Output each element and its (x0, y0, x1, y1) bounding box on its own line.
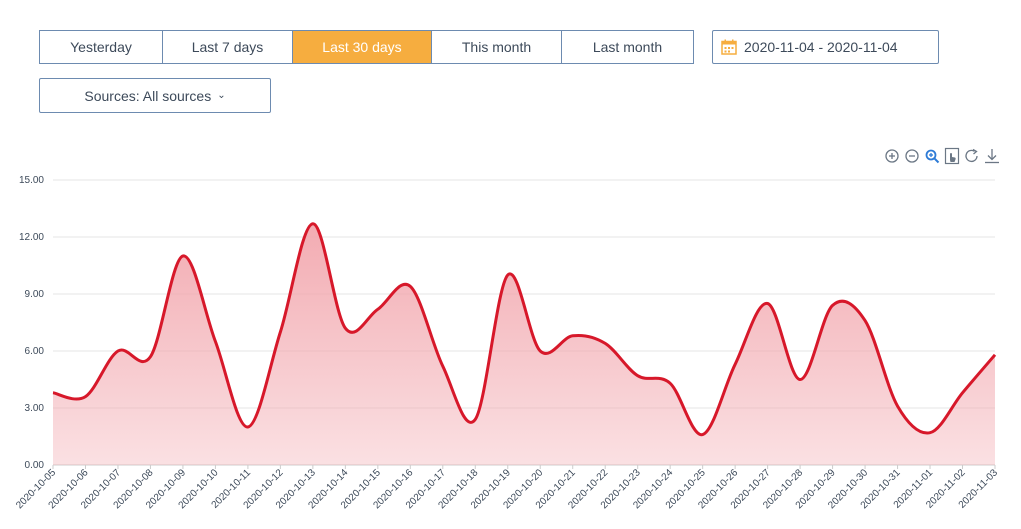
data-point (961, 391, 965, 395)
data-point (831, 303, 835, 307)
calendar-icon (721, 39, 737, 55)
sources-label: Sources: All sources (84, 87, 212, 104)
data-point (766, 302, 770, 306)
data-point (441, 364, 445, 368)
data-point (473, 417, 477, 421)
data-point (506, 273, 510, 277)
range-last-month-button[interactable]: Last month (562, 31, 693, 63)
series-area (53, 223, 995, 465)
date-range-picker[interactable]: 2020-11-04 - 2020-11-04 (712, 30, 939, 64)
data-point (408, 284, 412, 288)
data-point (246, 425, 250, 429)
download-icon[interactable] (983, 147, 1001, 165)
data-point (181, 254, 185, 258)
data-point (278, 330, 282, 334)
data-point (376, 307, 380, 311)
data-point (636, 374, 640, 378)
y-tick-label: 6.00 (25, 346, 45, 357)
data-point (603, 341, 607, 345)
data-point (863, 319, 867, 323)
zoom-select-icon[interactable] (923, 147, 941, 165)
y-tick-label: 3.00 (25, 403, 45, 414)
chart-toolbox (883, 147, 1001, 165)
reset-icon[interactable] (963, 147, 981, 165)
series-line (52, 222, 997, 437)
y-tick-label: 0.00 (25, 460, 45, 471)
data-point (148, 355, 152, 359)
range-last-7-days-button[interactable]: Last 7 days (163, 31, 293, 63)
data-point (311, 222, 315, 226)
data-point (83, 395, 87, 399)
y-tick-label: 12.00 (19, 232, 44, 243)
data-point (701, 433, 705, 437)
range-yesterday-button[interactable]: Yesterday (40, 31, 163, 63)
date-range-value: 2020-11-04 - 2020-11-04 (744, 39, 898, 55)
data-point (51, 391, 55, 395)
data-point (928, 431, 932, 435)
activity-chart: 0.003.006.009.0012.0015.002020-10-052020… (14, 175, 1000, 511)
zoom-in-icon[interactable] (883, 147, 901, 165)
data-point (571, 334, 575, 338)
y-tick-label: 15.00 (19, 175, 44, 186)
range-last-30-days-button[interactable]: Last 30 days (293, 31, 432, 63)
chevron-down-icon: ⌄ (217, 90, 226, 101)
data-point (213, 340, 217, 344)
data-point (798, 378, 802, 382)
data-point (668, 381, 672, 385)
zoom-out-icon[interactable] (903, 147, 921, 165)
date-range-presets: Yesterday Last 7 days Last 30 days This … (39, 30, 694, 64)
range-this-month-button[interactable]: This month (432, 31, 562, 63)
data-point (993, 353, 997, 357)
data-point (116, 349, 120, 353)
data-point (733, 362, 737, 366)
sources-dropdown[interactable]: Sources: All sources ⌄ (39, 78, 271, 113)
data-point (896, 404, 900, 408)
data-point (538, 349, 542, 353)
data-point (343, 326, 347, 330)
y-tick-label: 9.00 (25, 289, 45, 300)
pan-icon[interactable] (943, 147, 961, 165)
